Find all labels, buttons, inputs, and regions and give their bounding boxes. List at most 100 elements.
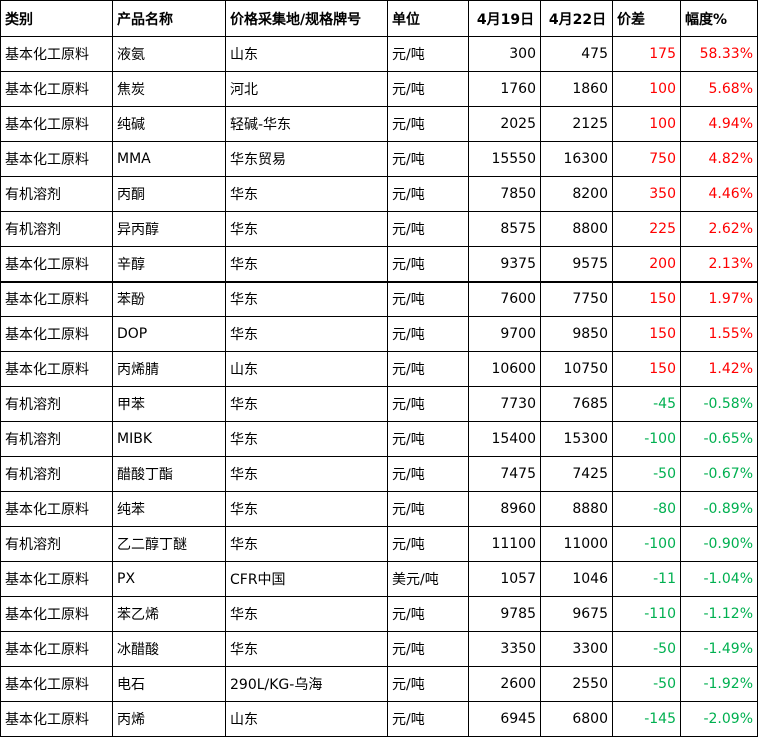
cell-change-pct: 5.68% — [680, 71, 758, 107]
cell-price-apr19: 15550 — [468, 141, 541, 177]
cell-unit: 元/吨 — [387, 351, 469, 387]
cell-price-apr22: 8800 — [540, 211, 613, 247]
cell-unit: 元/吨 — [387, 71, 469, 107]
cell-product-name: 乙二醇丁醚 — [112, 526, 226, 562]
cell-price-diff: 175 — [612, 36, 681, 72]
cell-category: 基本化工原料 — [0, 246, 113, 282]
cell-change-pct: -2.09% — [680, 701, 758, 737]
cell-category: 基本化工原料 — [0, 666, 113, 702]
cell-price-apr22: 3300 — [540, 631, 613, 667]
cell-product-name: 纯碱 — [112, 106, 226, 142]
cell-price-diff: -145 — [612, 701, 681, 737]
cell-price-apr19: 3350 — [468, 631, 541, 667]
cell-category: 有机溶剂 — [0, 456, 113, 492]
cell-category: 基本化工原料 — [0, 36, 113, 72]
table-row: 基本化工原料 丙烯腈 山东 元/吨 10600 10750 150 1.42% — [0, 351, 758, 387]
cell-change-pct: 4.94% — [680, 106, 758, 142]
table-row: 基本化工原料 液氨 山东 元/吨 300 475 175 58.33% — [0, 36, 758, 72]
cell-price-diff: -100 — [612, 421, 681, 457]
cell-product-name: DOP — [112, 316, 226, 352]
cell-price-location: 华东 — [225, 421, 388, 457]
cell-product-name: MMA — [112, 141, 226, 177]
cell-change-pct: -0.65% — [680, 421, 758, 457]
table-row: 基本化工原料 PX CFR中国 美元/吨 1057 1046 -11 -1.04% — [0, 561, 758, 597]
table-row: 有机溶剂 甲苯 华东 元/吨 7730 7685 -45 -0.58% — [0, 386, 758, 422]
header-change-pct: 幅度% — [680, 0, 758, 37]
cell-price-apr19: 7600 — [468, 280, 541, 317]
cell-price-location: 华东 — [225, 386, 388, 422]
cell-price-apr22: 1860 — [540, 71, 613, 107]
cell-price-diff: 150 — [612, 351, 681, 387]
cell-category: 基本化工原料 — [0, 631, 113, 667]
header-row: 类别 产品名称 价格采集地/规格牌号 单位 4月19日 4月22日 价差 幅度% — [0, 0, 758, 37]
cell-price-diff: 200 — [612, 246, 681, 282]
cell-price-apr19: 7850 — [468, 176, 541, 212]
cell-category: 有机溶剂 — [0, 526, 113, 562]
cell-price-apr19: 2600 — [468, 666, 541, 702]
cell-unit: 元/吨 — [387, 386, 469, 422]
cell-price-apr22: 15300 — [540, 421, 613, 457]
cell-price-apr19: 9785 — [468, 596, 541, 632]
cell-change-pct: 4.82% — [680, 141, 758, 177]
cell-unit: 元/吨 — [387, 421, 469, 457]
cell-unit: 元/吨 — [387, 456, 469, 492]
cell-price-apr19: 15400 — [468, 421, 541, 457]
table-row: 有机溶剂 异丙醇 华东 元/吨 8575 8800 225 2.62% — [0, 211, 758, 247]
cell-product-name: PX — [112, 561, 226, 597]
cell-price-apr19: 8960 — [468, 491, 541, 527]
cell-price-apr19: 6945 — [468, 701, 541, 737]
cell-price-location: 山东 — [225, 36, 388, 72]
header-date-1: 4月19日 — [468, 0, 541, 37]
cell-change-pct: -0.89% — [680, 491, 758, 527]
cell-price-diff: -80 — [612, 491, 681, 527]
cell-price-diff: 100 — [612, 71, 681, 107]
cell-category: 基本化工原料 — [0, 701, 113, 737]
table-row: 基本化工原料 苯乙烯 华东 元/吨 9785 9675 -110 -1.12% — [0, 596, 758, 632]
cell-category: 有机溶剂 — [0, 386, 113, 422]
cell-category: 基本化工原料 — [0, 561, 113, 597]
cell-price-apr22: 10750 — [540, 351, 613, 387]
cell-price-location: 华东 — [225, 280, 388, 317]
cell-price-diff: 150 — [612, 316, 681, 352]
cell-category: 基本化工原料 — [0, 351, 113, 387]
table-row: 基本化工原料 冰醋酸 华东 元/吨 3350 3300 -50 -1.49% — [0, 631, 758, 667]
cell-category: 基本化工原料 — [0, 141, 113, 177]
cell-product-name: 丙烯腈 — [112, 351, 226, 387]
cell-price-apr22: 1046 — [540, 561, 613, 597]
cell-category: 有机溶剂 — [0, 211, 113, 247]
cell-price-apr22: 9850 — [540, 316, 613, 352]
cell-price-location: 华东 — [225, 456, 388, 492]
cell-change-pct: 4.46% — [680, 176, 758, 212]
price-change-table: 类别 产品名称 价格采集地/规格牌号 单位 4月19日 4月22日 价差 幅度%… — [0, 0, 758, 737]
cell-product-name: 液氨 — [112, 36, 226, 72]
cell-category: 基本化工原料 — [0, 106, 113, 142]
cell-category: 基本化工原料 — [0, 316, 113, 352]
header-price-location: 价格采集地/规格牌号 — [225, 0, 388, 37]
cell-unit: 元/吨 — [387, 526, 469, 562]
cell-unit: 元/吨 — [387, 246, 469, 282]
cell-price-apr19: 1760 — [468, 71, 541, 107]
cell-unit: 元/吨 — [387, 701, 469, 737]
cell-price-apr22: 8880 — [540, 491, 613, 527]
cell-change-pct: 2.62% — [680, 211, 758, 247]
cell-price-diff: -50 — [612, 456, 681, 492]
cell-product-name: 醋酸丁酯 — [112, 456, 226, 492]
cell-unit: 元/吨 — [387, 280, 469, 317]
table-row: 有机溶剂 乙二醇丁醚 华东 元/吨 11100 11000 -100 -0.90% — [0, 526, 758, 562]
cell-price-diff: -11 — [612, 561, 681, 597]
cell-price-apr19: 8575 — [468, 211, 541, 247]
cell-product-name: MIBK — [112, 421, 226, 457]
cell-price-apr22: 6800 — [540, 701, 613, 737]
cell-price-location: 华东 — [225, 596, 388, 632]
cell-unit: 元/吨 — [387, 631, 469, 667]
cell-change-pct: 1.97% — [680, 280, 758, 317]
cell-price-apr22: 11000 — [540, 526, 613, 562]
cell-price-diff: 225 — [612, 211, 681, 247]
cell-price-location: 华东 — [225, 246, 388, 282]
cell-price-diff: 350 — [612, 176, 681, 212]
cell-price-location: 290L/KG-乌海 — [225, 666, 388, 702]
cell-product-name: 电石 — [112, 666, 226, 702]
cell-price-apr19: 1057 — [468, 561, 541, 597]
cell-unit: 元/吨 — [387, 211, 469, 247]
cell-category: 基本化工原料 — [0, 71, 113, 107]
